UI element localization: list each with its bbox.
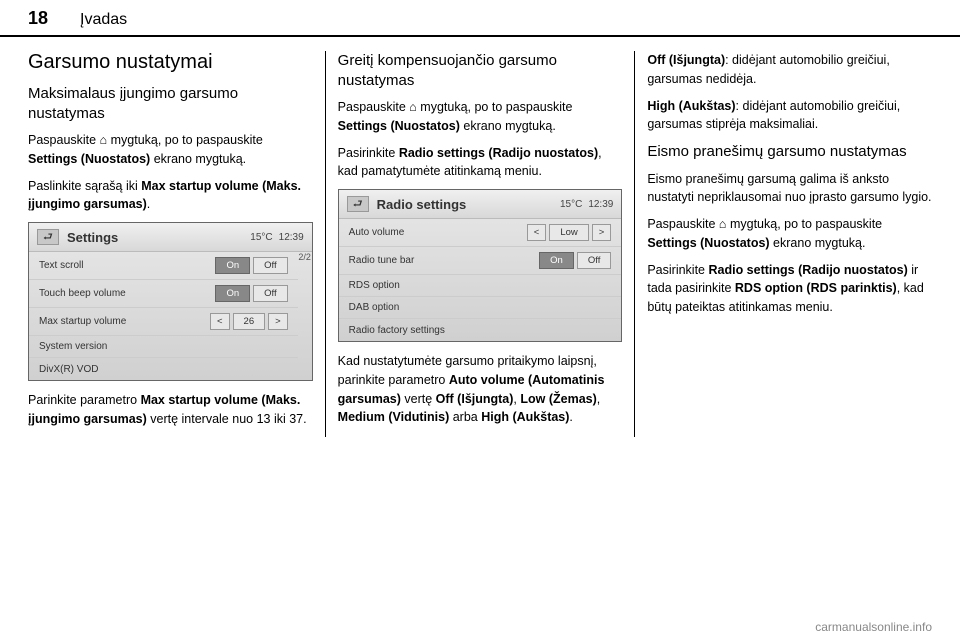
on-button[interactable]: On <box>215 285 250 302</box>
col3-para1: Off (Išjungta): didėjant automobilio gre… <box>647 51 932 89</box>
content-columns: Garsumo nustatymai Maksimalaus įjungimo … <box>0 37 960 445</box>
shot-temp: 15°C <box>250 232 272 243</box>
back-icon[interactable]: ⮐ <box>37 229 59 245</box>
on-button[interactable]: On <box>539 252 574 269</box>
off-button[interactable]: Off <box>577 252 612 269</box>
col2-para3: Kad nustatytumėte garsumo pritaikymo lai… <box>338 352 623 427</box>
col1-para1: Paspauskite ⌂ mygtuką, po to paspauskite… <box>28 131 313 169</box>
decrement-button[interactable]: < <box>210 313 230 330</box>
row-divx-vod[interactable]: DivX(R) VOD <box>29 358 298 380</box>
shot-header: ⮐ Radio settings 15°C 12:39 <box>339 190 622 219</box>
row-radio-tune-bar: Radio tune bar On Off <box>339 247 622 275</box>
col3-para5: Pasirinkite Radio settings (Radijo nuost… <box>647 261 932 317</box>
shot-temp: 15°C <box>560 199 582 210</box>
decrement-button[interactable]: < <box>527 224 547 241</box>
col2-para1: Paspauskite ⌂ mygtuką, po to paspauskite… <box>338 98 623 136</box>
row-radio-factory[interactable]: Radio factory settings <box>339 319 622 341</box>
footer-watermark: carmanualsonline.info <box>815 620 932 634</box>
col2-para2: Pasirinkite Radio settings (Radijo nuost… <box>338 144 623 182</box>
shot-time: 12:39 <box>279 232 304 243</box>
col2-subheading: Greitį kompensuojančio garsumo nustatyma… <box>338 51 623 90</box>
column-3: Off (Išjungta): didėjant automobilio gre… <box>635 51 932 437</box>
page-header: 18 Įvadas <box>0 0 960 37</box>
row-text-scroll: Text scroll On Off <box>29 252 298 280</box>
home-icon: ⌂ <box>409 100 417 114</box>
off-button[interactable]: Off <box>253 257 288 274</box>
column-2: Greitį kompensuojančio garsumo nustatyma… <box>326 51 636 437</box>
row-dab-option[interactable]: DAB option <box>339 297 622 319</box>
shot-time: 12:39 <box>588 199 613 210</box>
shot-title: Settings <box>67 230 244 245</box>
column-1: Garsumo nustatymai Maksimalaus įjungimo … <box>28 51 326 437</box>
home-icon: ⌂ <box>100 133 108 147</box>
col1-para2: Paslinkite sąrašą iki Max startup volume… <box>28 177 313 215</box>
stepper-value: Low <box>549 224 588 241</box>
radio-settings-screenshot: ⮐ Radio settings 15°C 12:39 Auto volume … <box>338 189 623 342</box>
increment-button[interactable]: > <box>592 224 612 241</box>
increment-button[interactable]: > <box>268 313 288 330</box>
stepper-value: 26 <box>233 313 266 330</box>
row-auto-volume: Auto volume < Low > <box>339 219 622 247</box>
col1-heading: Garsumo nustatymai <box>28 51 313 74</box>
shot-title: Radio settings <box>377 197 554 212</box>
on-button[interactable]: On <box>215 257 250 274</box>
off-button[interactable]: Off <box>253 285 288 302</box>
back-icon[interactable]: ⮐ <box>347 196 369 212</box>
shot-header: ⮐ Settings 15°C 12:39 <box>29 223 312 252</box>
col3-para2: High (Aukštas): didėjant automobilio gre… <box>647 97 932 135</box>
col1-subheading: Maksimalaus įjungimo garsumo nustatymas <box>28 84 313 123</box>
page-number: 18 <box>28 8 48 29</box>
col3-para4: Paspauskite ⌂ mygtuką, po to paspauskite… <box>647 215 932 253</box>
row-rds-option[interactable]: RDS option <box>339 275 622 297</box>
col3-para3: Eismo pranešimų garsumą galima iš anksto… <box>647 170 932 208</box>
col3-subheading: Eismo pranešimų garsumo nustatymas <box>647 142 932 162</box>
row-system-version[interactable]: System version <box>29 336 298 358</box>
row-max-startup: Max startup volume < 26 > <box>29 308 298 336</box>
row-touch-beep: Touch beep volume On Off <box>29 280 298 308</box>
section-title: Įvadas <box>80 11 127 29</box>
col1-para3: Parinkite parametro Max startup volume (… <box>28 391 313 429</box>
settings-screenshot: ⮐ Settings 15°C 12:39 Text scroll On Off… <box>28 222 313 381</box>
scroll-indicator: 2/2 <box>298 252 312 380</box>
